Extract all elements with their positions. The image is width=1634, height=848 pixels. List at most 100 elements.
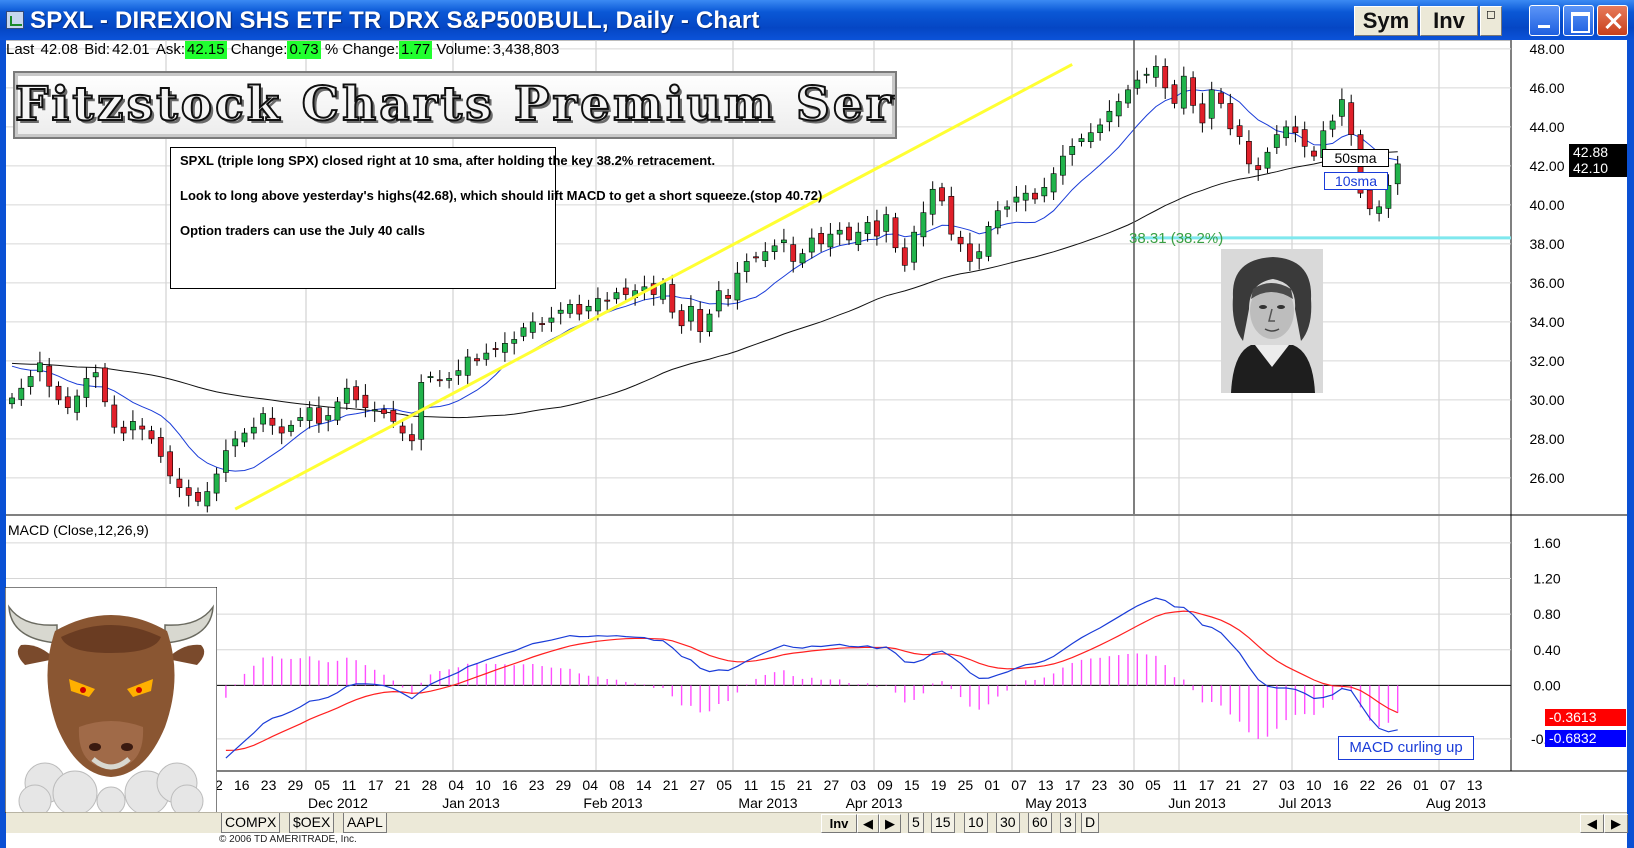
candle-body-40 <box>381 409 387 414</box>
prev-button[interactable]: ◀ <box>857 814 879 833</box>
candle-body-70 <box>660 282 666 300</box>
interval-tab-5[interactable]: 5 <box>908 813 924 833</box>
candle-body-2 <box>27 376 34 387</box>
candle-body-95 <box>892 217 899 249</box>
candle-body-118 <box>1106 110 1113 123</box>
candle-body-104 <box>976 251 983 259</box>
maximize-button[interactable] <box>1563 5 1594 36</box>
symbol-tab-compx[interactable]: COMPX <box>221 813 281 833</box>
candle-body-24 <box>232 438 239 447</box>
candle-body-100 <box>939 187 945 202</box>
candle-body-34 <box>325 415 332 421</box>
interval-tab-30[interactable]: 30 <box>996 813 1020 833</box>
date-tick-label-11: 16 <box>502 777 518 793</box>
annotation-line-1: SPXL (triple long SPX) closed right at 1… <box>180 153 716 168</box>
date-tick-label-39: 27 <box>1252 777 1268 793</box>
candle-body-133 <box>1246 140 1252 165</box>
price-tick-label-4: 34.00 <box>1529 314 1564 330</box>
bottom-toolbar: COMPX $OEX AAPL Inv ◀ ▶ 5 15 10 30 60 3 … <box>6 812 1628 833</box>
candle-body-77 <box>725 295 731 299</box>
candle-body-11 <box>111 404 118 428</box>
candle-body-36 <box>343 387 350 404</box>
candle-body-12 <box>120 426 127 434</box>
candle-body-47 <box>446 378 452 381</box>
candle-body-114 <box>1069 146 1076 155</box>
date-tick-label-34: 30 <box>1118 777 1134 793</box>
candle-body-10 <box>102 367 108 403</box>
interval-tab-15[interactable]: 15 <box>931 813 955 833</box>
bull-image <box>5 587 217 813</box>
candle-body-102 <box>957 236 964 245</box>
candle-body-81 <box>762 251 769 261</box>
interval-tab-60[interactable]: 60 <box>1028 813 1052 833</box>
date-tick-label-15: 08 <box>609 777 625 793</box>
price-tick-label-0: 26.00 <box>1529 470 1564 486</box>
candle-body-106 <box>994 210 1001 229</box>
month-label-8: Aug 2013 <box>1426 795 1486 811</box>
title-bar: SPXL - DIREXION SHS ETF TR DRX S&P500BUL… <box>0 0 1634 40</box>
candle-body-80 <box>753 256 759 259</box>
date-tick-label-20: 11 <box>744 777 759 793</box>
triangle-right-icon: ▶ <box>885 816 895 831</box>
candle-body-60 <box>567 304 573 314</box>
date-tick-label-24: 03 <box>850 777 866 793</box>
price-tag-a: 42.88 <box>1569 144 1627 161</box>
candle-body-86 <box>808 237 815 253</box>
candle-body-14 <box>139 425 146 430</box>
candle-body-50 <box>474 358 480 362</box>
date-tick-label-1: 16 <box>234 777 250 793</box>
candle-body-8 <box>83 378 90 398</box>
scroll-right-button[interactable]: ▶ <box>1604 814 1628 833</box>
restore-icon[interactable]: ◻ <box>1480 6 1502 36</box>
symbol-tab-aapl[interactable]: AAPL <box>343 813 387 833</box>
date-tick-label-35: 05 <box>1145 777 1161 793</box>
close-button[interactable] <box>1597 5 1628 36</box>
interval-tab-10[interactable]: 10 <box>964 813 988 833</box>
candle-body-26 <box>250 426 257 434</box>
candle-body-1 <box>18 387 25 400</box>
sma50-label: 50sma <box>1322 149 1389 167</box>
macd-signal-line <box>225 610 1398 751</box>
banner-logo: Fitzstock Charts Premium Service <box>13 71 897 139</box>
price-tick-label-5: 36.00 <box>1529 275 1564 291</box>
candle-body-20 <box>195 492 201 502</box>
candle-body-110 <box>1032 192 1038 200</box>
candle-body-51 <box>483 352 490 360</box>
date-tick-label-45: 01 <box>1413 777 1429 793</box>
candle-body-98 <box>920 212 927 238</box>
candle-body-120 <box>1125 89 1131 104</box>
candle-body-4 <box>46 365 53 387</box>
portrait-image <box>1221 249 1323 393</box>
chart-app-icon[interactable] <box>6 11 24 29</box>
candle-body-92 <box>864 222 871 235</box>
candle-body-3 <box>36 362 43 373</box>
candle-body-82 <box>771 245 778 252</box>
next-button[interactable]: ▶ <box>879 814 901 833</box>
candle-body-97 <box>911 231 917 263</box>
candle-body-18 <box>176 478 183 488</box>
candle-body-103 <box>966 243 973 262</box>
triangle-left-icon: ◀ <box>863 816 873 831</box>
date-tick-label-30: 07 <box>1011 777 1027 793</box>
candle-body-21 <box>204 491 211 507</box>
macd-line-tag: -0.6832 <box>1545 730 1626 747</box>
ask-value: 42.15 <box>185 41 227 59</box>
inv-small-button[interactable]: Inv <box>821 814 857 833</box>
inv-button[interactable]: Inv <box>1420 6 1478 36</box>
sym-button[interactable]: Sym <box>1354 6 1418 36</box>
candle-body-148 <box>1385 185 1392 209</box>
candle-body-0 <box>9 397 15 405</box>
interval-tab-d[interactable]: D <box>1081 813 1100 833</box>
candle-body-71 <box>669 284 676 313</box>
scroll-left-button[interactable]: ◀ <box>1580 814 1604 833</box>
minimize-button[interactable] <box>1529 5 1560 36</box>
symbol-tab-oex[interactable]: $OEX <box>289 813 335 833</box>
interval-tab-3[interactable]: 3 <box>1060 813 1076 833</box>
candle-body-46 <box>436 379 443 382</box>
candle-body-16 <box>157 437 164 457</box>
candle-body-115 <box>1078 138 1085 142</box>
candle-body-129 <box>1208 89 1215 119</box>
date-tick-label-26: 15 <box>904 777 920 793</box>
candle-body-39 <box>371 409 378 412</box>
month-label-4: Apr 2013 <box>846 795 903 811</box>
